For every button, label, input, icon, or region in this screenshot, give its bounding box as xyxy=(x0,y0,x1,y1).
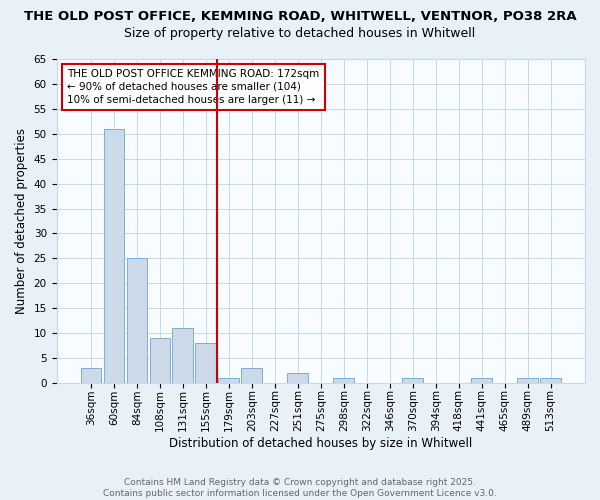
Bar xyxy=(172,328,193,383)
X-axis label: Distribution of detached houses by size in Whitwell: Distribution of detached houses by size … xyxy=(169,437,472,450)
Bar xyxy=(218,378,239,383)
Bar xyxy=(80,368,101,383)
Bar xyxy=(287,373,308,383)
Bar xyxy=(334,378,354,383)
Text: Contains HM Land Registry data © Crown copyright and database right 2025.
Contai: Contains HM Land Registry data © Crown c… xyxy=(103,478,497,498)
Text: THE OLD POST OFFICE KEMMING ROAD: 172sqm
← 90% of detached houses are smaller (1: THE OLD POST OFFICE KEMMING ROAD: 172sqm… xyxy=(67,68,319,105)
Bar xyxy=(196,343,216,383)
Y-axis label: Number of detached properties: Number of detached properties xyxy=(15,128,28,314)
Bar xyxy=(472,378,492,383)
Text: Size of property relative to detached houses in Whitwell: Size of property relative to detached ho… xyxy=(124,28,476,40)
Bar xyxy=(149,338,170,383)
Bar xyxy=(540,378,561,383)
Bar xyxy=(241,368,262,383)
Bar xyxy=(517,378,538,383)
Bar xyxy=(104,129,124,383)
Text: THE OLD POST OFFICE, KEMMING ROAD, WHITWELL, VENTNOR, PO38 2RA: THE OLD POST OFFICE, KEMMING ROAD, WHITW… xyxy=(23,10,577,23)
Bar xyxy=(403,378,423,383)
Bar xyxy=(127,258,147,383)
